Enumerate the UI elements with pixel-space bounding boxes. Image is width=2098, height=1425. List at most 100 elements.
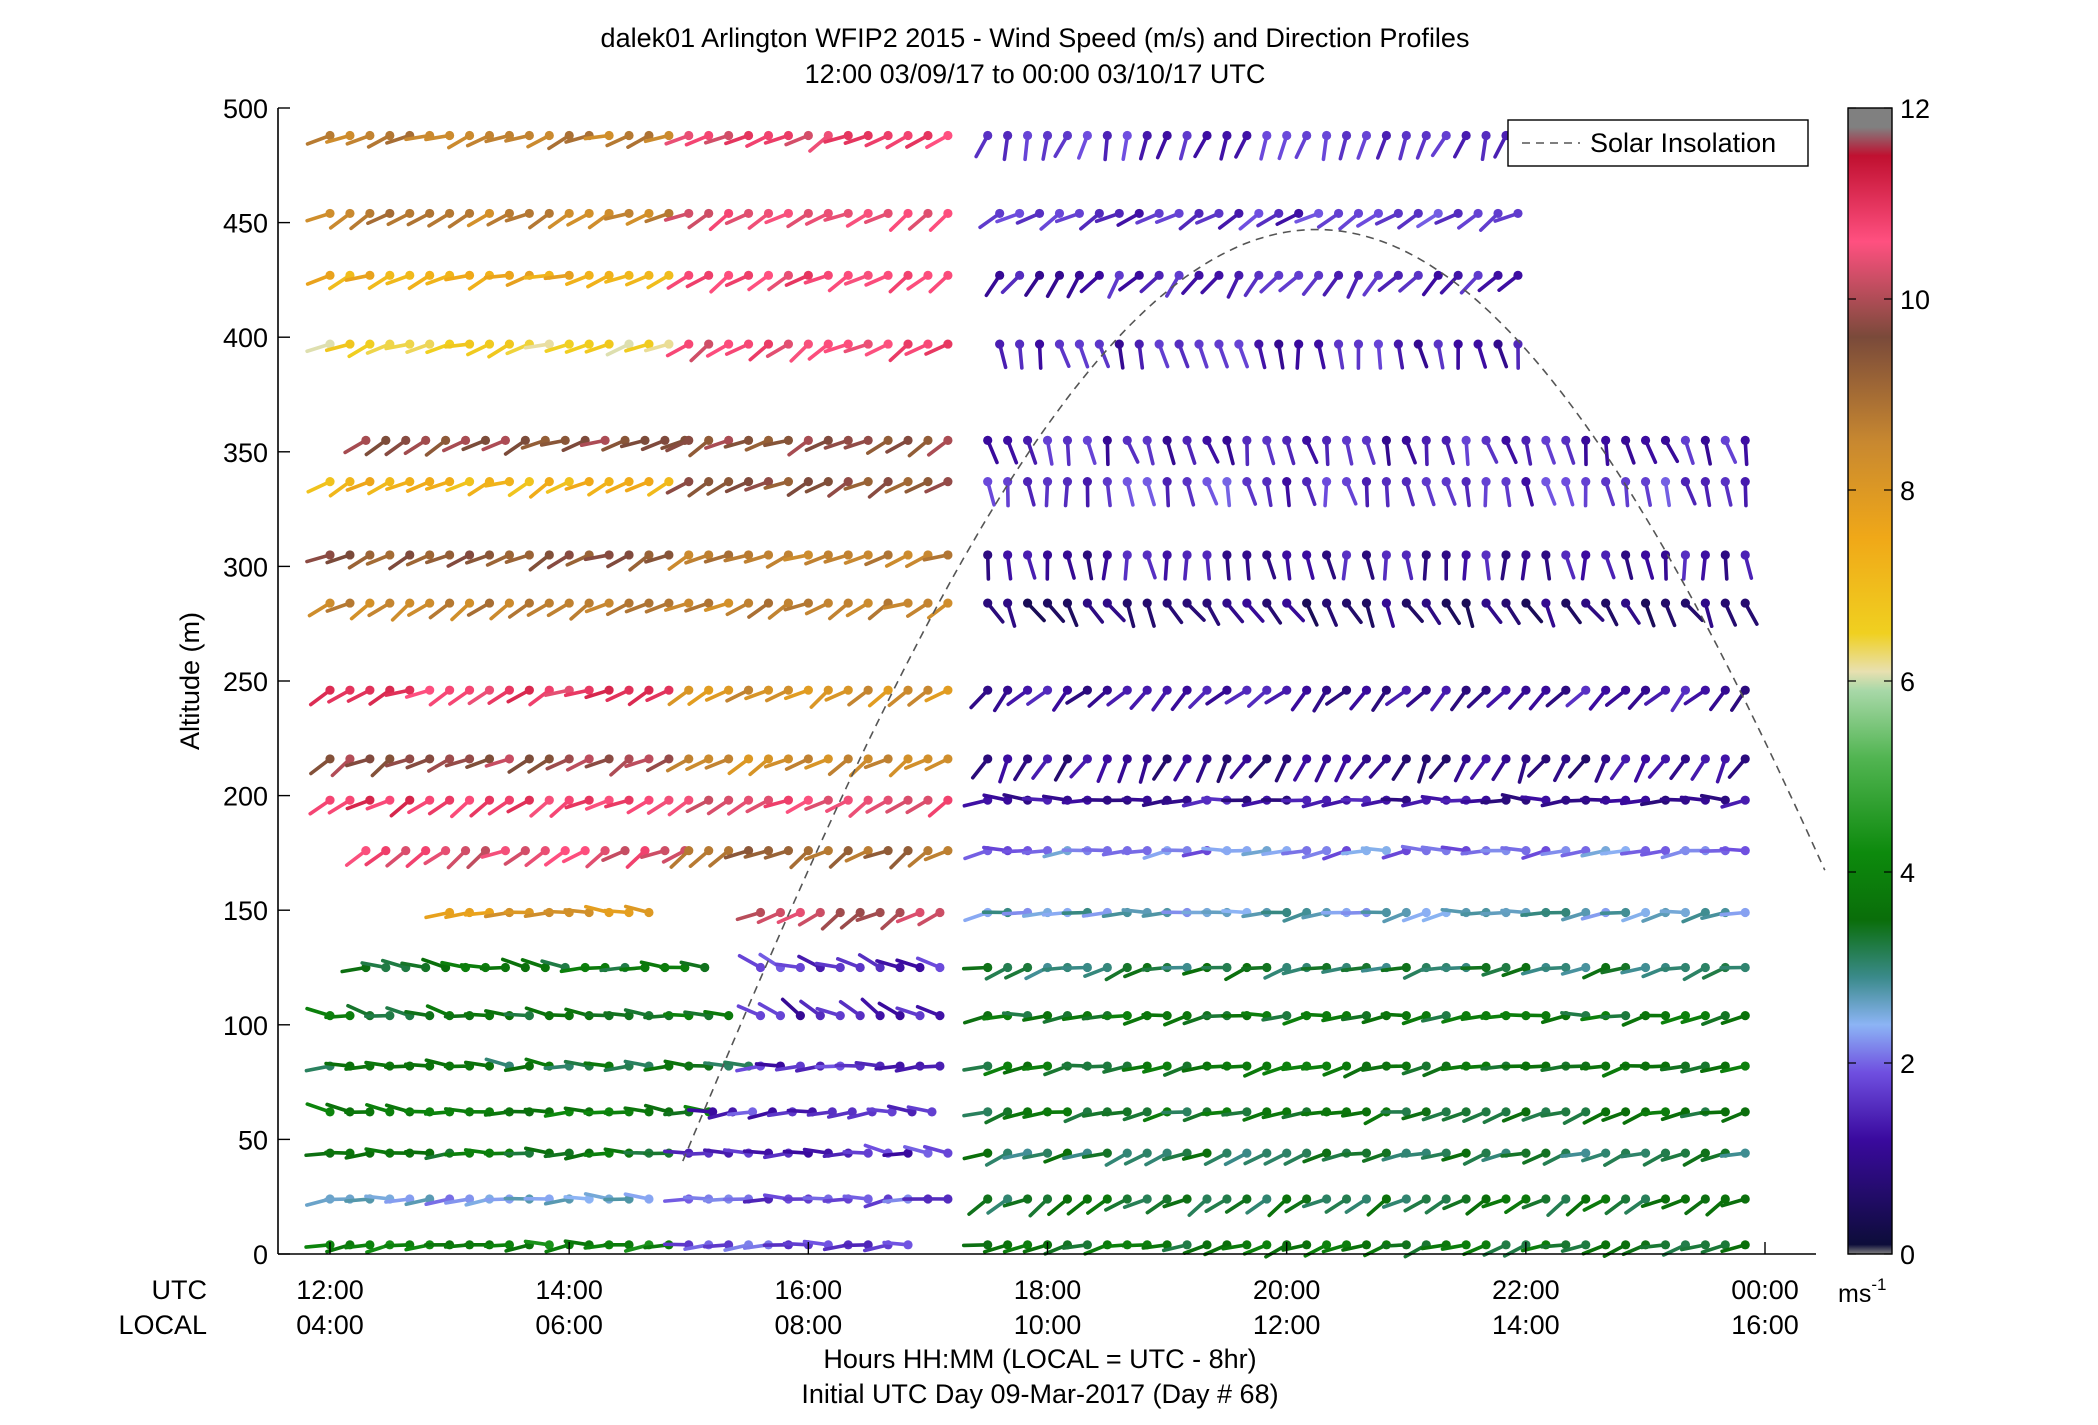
wind-barb-dot <box>1581 476 1591 487</box>
wind-barb-dot <box>644 208 654 219</box>
wind-barb <box>1401 435 1417 465</box>
wind-barb-dot <box>664 685 674 695</box>
wind-barb-dot <box>1202 598 1212 608</box>
wind-barb-dot <box>704 795 714 805</box>
wind-barb <box>367 476 395 496</box>
wind-barb <box>905 795 933 815</box>
wind-barb-dot <box>803 685 813 695</box>
wind-barb-dot <box>1481 1240 1491 1250</box>
wind-barb <box>725 685 754 703</box>
x-tick-label-utc: 20:00 <box>1253 1275 1321 1305</box>
wind-barb <box>1042 476 1053 508</box>
wind-barb-dot <box>1680 962 1691 973</box>
wind-barb <box>305 1102 335 1117</box>
wind-barb <box>1042 550 1053 581</box>
wind-barb-dot <box>1680 685 1691 695</box>
wind-barb-dot <box>1601 598 1611 608</box>
wind-barb <box>1380 1061 1411 1071</box>
wind-barb <box>1283 1148 1312 1166</box>
x-tick-label-local: 16:00 <box>1731 1310 1799 1340</box>
wind-barb <box>1102 598 1126 623</box>
wind-barb-dot <box>1720 435 1730 445</box>
wind-barb <box>1243 1061 1272 1078</box>
wind-barb-dot <box>564 270 574 280</box>
wind-barb <box>1122 476 1135 507</box>
wind-barb-dot <box>1740 795 1750 805</box>
wind-barb <box>564 476 594 491</box>
wind-barb <box>1375 130 1391 160</box>
wind-barb-dot <box>1461 476 1471 487</box>
wind-barb-dot <box>1373 208 1384 219</box>
wind-barb-dot <box>1282 435 1292 445</box>
wind-barb <box>1701 1011 1730 1026</box>
wind-barb <box>1659 1061 1691 1072</box>
wind-barb-dot <box>564 598 574 608</box>
wind-barb-dot <box>644 598 654 608</box>
wind-barb <box>1493 339 1509 369</box>
wind-barb <box>1381 476 1391 508</box>
wind-barb-dot <box>1302 685 1312 695</box>
wind-barb <box>1424 1194 1451 1215</box>
wind-barb <box>1362 270 1384 297</box>
wind-barb-dot <box>1740 1148 1750 1158</box>
wind-barb-dot <box>1461 130 1471 141</box>
wind-barb <box>366 130 395 149</box>
wind-barb-dot <box>560 846 570 856</box>
wind-barb-dot <box>783 208 794 219</box>
wind-barb-dot <box>421 435 431 445</box>
wind-barb-dot <box>1421 130 1431 141</box>
wind-barb <box>864 339 893 357</box>
wind-barb-dot <box>1074 208 1085 219</box>
wind-barb-dot <box>783 339 794 349</box>
wind-barb-dot <box>1473 270 1483 280</box>
wind-barb <box>703 130 734 145</box>
wind-barb <box>644 598 674 614</box>
wind-barb <box>922 1194 953 1204</box>
wind-barb <box>1229 754 1252 780</box>
wind-barb <box>1243 1148 1272 1166</box>
wind-barb-dot <box>345 598 355 608</box>
wind-barb-dot <box>863 476 873 487</box>
wind-barb-dot <box>1222 550 1232 560</box>
wind-barb-dot <box>1700 1011 1710 1021</box>
wind-barb-dot <box>365 754 375 764</box>
wind-barb <box>1561 435 1576 465</box>
wind-barb <box>325 598 355 613</box>
wind-barb-dot <box>863 1148 873 1158</box>
wind-barb-dot <box>724 1011 734 1021</box>
wind-barb <box>838 999 865 1021</box>
wind-barb-dot <box>1521 685 1531 695</box>
wind-barb-dot <box>1601 1194 1611 1204</box>
wind-barb-dot <box>1660 1148 1671 1158</box>
wind-barb <box>563 907 594 918</box>
wind-barb <box>845 598 873 618</box>
wind-barb <box>1346 270 1364 299</box>
wind-barb <box>446 846 471 870</box>
wind-barb <box>625 270 654 287</box>
wind-barb <box>1461 476 1471 508</box>
wind-barb <box>1263 962 1292 980</box>
wind-barb-dot <box>1262 1061 1272 1071</box>
wind-barb <box>364 435 391 457</box>
wind-barb-dot <box>803 550 813 560</box>
wind-barb <box>307 598 335 618</box>
wind-barb-dot <box>1341 754 1352 764</box>
wind-barb <box>687 208 714 230</box>
wind-barb <box>1277 130 1292 161</box>
wind-barb-dot <box>524 754 534 764</box>
wind-barb-dot <box>441 435 451 445</box>
colorbar-tick-label: 2 <box>1900 1049 1915 1079</box>
wind-barb-dot <box>943 685 953 695</box>
wind-barb <box>1129 685 1152 710</box>
wind-barb-dot <box>1214 270 1224 280</box>
wind-barb-dot <box>883 685 893 695</box>
wind-barb-dot <box>484 1061 495 1071</box>
wind-barb-dot <box>1461 1194 1471 1204</box>
wind-barb <box>967 1194 993 1216</box>
wind-barb <box>1373 339 1384 370</box>
wind-barb-dot <box>823 270 833 280</box>
wind-barb-dot <box>1102 598 1112 608</box>
wind-barb <box>970 754 993 780</box>
wind-barb-dot <box>1054 339 1065 349</box>
